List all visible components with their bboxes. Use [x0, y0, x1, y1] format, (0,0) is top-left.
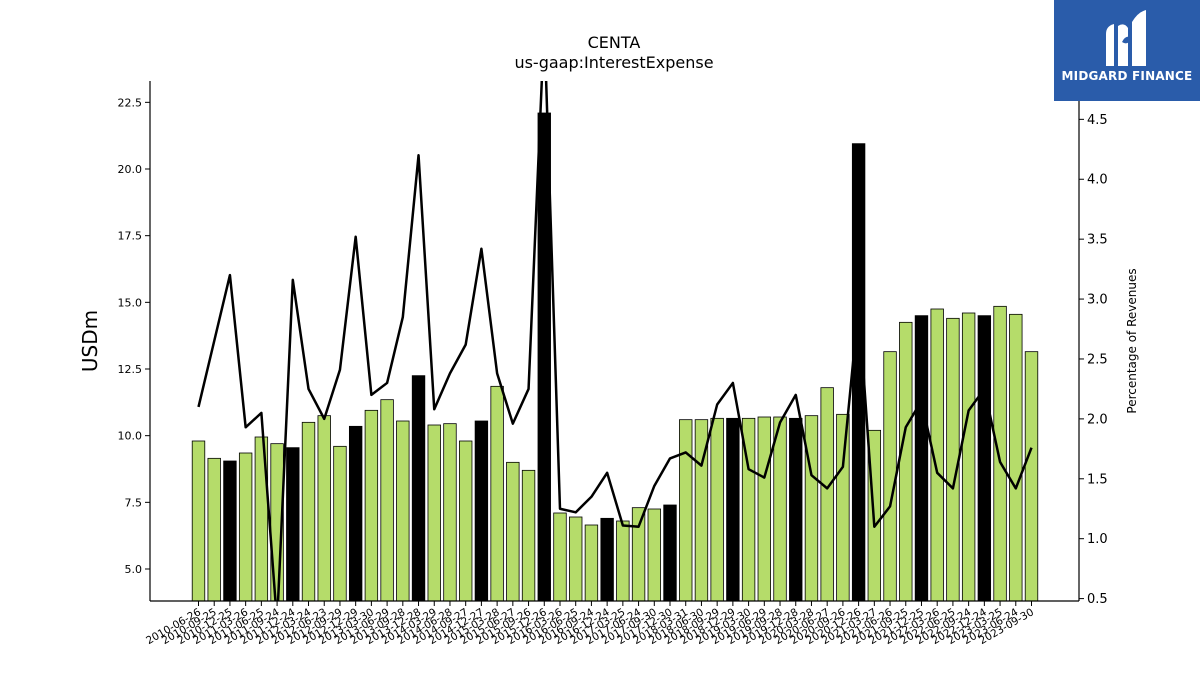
bar — [521, 469, 536, 601]
y-left-tick-label: 7.5 — [125, 496, 143, 509]
y-right-tick-label: 4.5 — [1087, 113, 1108, 128]
bar — [333, 445, 347, 601]
bar — [914, 315, 929, 601]
bar — [411, 375, 426, 601]
bar — [647, 508, 661, 601]
y-left-tick-label: 10.0 — [118, 430, 143, 443]
logo-text: MIDGARD FINANCE — [1061, 69, 1193, 83]
bar — [773, 416, 787, 601]
bar — [553, 512, 567, 601]
y-left-tick-label: 22.5 — [118, 96, 143, 109]
bar — [930, 308, 944, 601]
bar — [396, 420, 410, 601]
y-right-tick-label: 1.5 — [1087, 472, 1108, 487]
y-left-tick-label: 12.5 — [118, 363, 143, 376]
bar — [789, 417, 803, 601]
bar — [443, 423, 457, 601]
bar — [726, 417, 740, 601]
bar — [427, 424, 441, 601]
bar — [254, 436, 269, 601]
bar — [757, 416, 771, 601]
bar-series — [191, 112, 1039, 601]
axes: 5.0 7.5 10.0 12.5 15.0 17.5 20.0 22.5 0.5 1.0 1.5 2… — [118, 81, 1108, 647]
bar — [961, 312, 976, 601]
bar — [616, 520, 630, 601]
percentage-line — [197, 81, 1033, 601]
y-right-tick-label: 3.5 — [1087, 233, 1108, 248]
bar — [348, 425, 363, 601]
bar — [946, 317, 960, 601]
y-right-tick-label: 2.0 — [1087, 412, 1108, 427]
bar — [1009, 313, 1023, 601]
y-right-tick-label: 1.0 — [1087, 532, 1108, 547]
y-left-tick-label: 5.0 — [125, 563, 143, 576]
bar — [584, 524, 599, 601]
y-left-tick-label: 20.0 — [118, 163, 143, 176]
bar — [883, 351, 897, 601]
bar — [301, 421, 316, 601]
line-series — [197, 81, 1033, 601]
chart-title: CENTA — [588, 33, 641, 52]
bar — [490, 385, 504, 601]
y-right-tick-label: 3.0 — [1087, 293, 1108, 308]
midgard-finance-logo: MIDGARD FINANCE — [1054, 0, 1200, 101]
bar — [458, 440, 473, 601]
bar — [1024, 351, 1039, 601]
bar — [569, 516, 583, 601]
bar — [836, 413, 850, 601]
bar — [679, 419, 693, 601]
bar — [600, 517, 614, 601]
y-right-tick-label: 4.0 — [1087, 173, 1108, 188]
y-axis-left-label: USDm — [78, 310, 102, 372]
bar — [238, 452, 253, 601]
y-left-tick-label: 17.5 — [118, 230, 143, 243]
bar — [380, 399, 394, 601]
bar — [207, 457, 221, 601]
bar — [537, 112, 551, 601]
bar — [820, 387, 834, 601]
bar — [317, 415, 331, 601]
bar — [223, 460, 237, 601]
bar — [899, 321, 913, 601]
bar — [364, 409, 379, 601]
bar — [993, 305, 1007, 601]
chart-subtitle: us-gaap:InterestExpense — [514, 53, 713, 72]
bar — [977, 315, 992, 601]
bar — [631, 507, 646, 601]
bar — [506, 461, 520, 601]
bar — [694, 419, 709, 601]
bar — [191, 440, 206, 601]
midgard-logo-icon — [1106, 10, 1146, 66]
bar — [663, 504, 677, 601]
bar — [286, 447, 300, 601]
bar — [804, 415, 819, 601]
bar — [474, 420, 489, 601]
y-right-tick-label: 0.5 — [1087, 592, 1108, 607]
y-right-tick-label: 2.5 — [1087, 352, 1108, 367]
bar — [710, 417, 724, 601]
y-left-tick-label: 15.0 — [118, 296, 143, 309]
y-axis-right-label: Percentage of Revenues — [1125, 268, 1139, 413]
